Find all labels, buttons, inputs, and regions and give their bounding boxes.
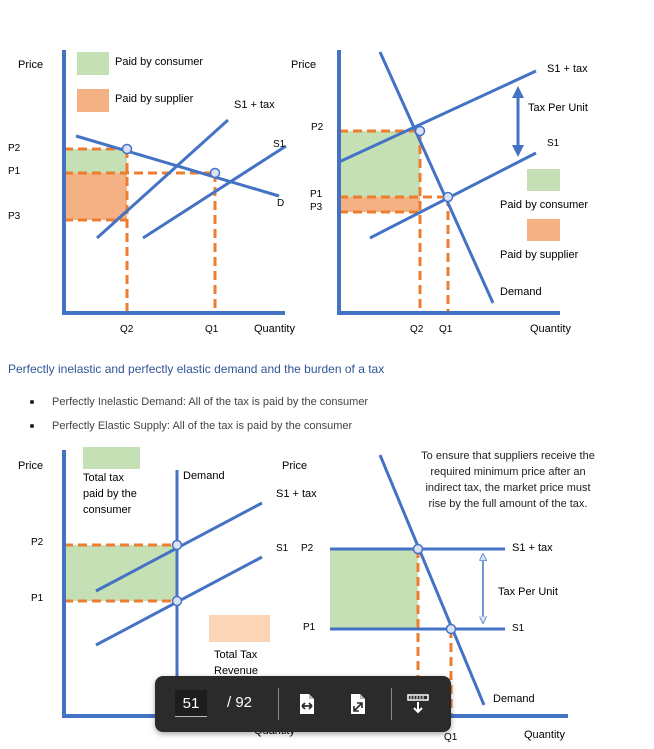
legend-consumer-label: Paid by consumer xyxy=(500,199,588,211)
fit-width-icon xyxy=(300,694,314,714)
legend-consumer-swatch xyxy=(83,447,140,469)
fullscreen-button[interactable] xyxy=(344,690,372,718)
demand-label: Demand xyxy=(500,286,542,298)
q1-label: Q1 xyxy=(444,732,458,743)
download-button[interactable] xyxy=(404,690,432,718)
legend-supplier-swatch xyxy=(527,219,560,241)
tax-per-unit-label: Tax Per Unit xyxy=(528,102,588,114)
q1-label: Q1 xyxy=(439,324,453,335)
supplier-burden-area xyxy=(339,197,420,212)
consumer-burden-area xyxy=(330,549,418,629)
demand-label: Demand xyxy=(183,470,225,482)
equilibrium-before-tax xyxy=(442,191,454,203)
x-axis-label: Quantity xyxy=(254,323,295,335)
legend-supplier-label: Paid by supplier xyxy=(500,249,579,261)
p3-label: P3 xyxy=(8,211,21,222)
legend-consumer-label: Paid by consumer xyxy=(115,56,203,68)
p1-label: P1 xyxy=(303,622,316,633)
legend-consumer-swatch xyxy=(527,169,560,191)
legend-consumer-swatch xyxy=(77,52,109,75)
y-axis-label: Price xyxy=(18,460,43,472)
page-total-label: / 92 xyxy=(227,694,253,711)
x-axis-label: Quantity xyxy=(524,729,565,741)
toolbar-divider xyxy=(278,688,279,720)
chart-perfectly-inelastic-demand: Price Total tax paid by the consumer Dem… xyxy=(18,447,295,737)
s1-right-label: S1 xyxy=(512,623,525,634)
supplier-burden-area xyxy=(64,173,127,220)
pdf-page-toolbar: / 92 xyxy=(155,676,451,732)
demand-curve xyxy=(378,454,486,706)
chart-perfectly-elastic-supply: Price S1 + tax S1 P2 P1 S1 + tax Tax Per… xyxy=(276,454,568,743)
s1-tax-label: S1 + tax xyxy=(234,99,275,111)
p2-label: P2 xyxy=(31,537,44,548)
quantity-guides xyxy=(416,549,453,716)
p2-label: P2 xyxy=(311,122,324,133)
bullet-item: Perfectly Elastic Supply: All of the tax… xyxy=(30,419,368,443)
equilibrium-before-tax xyxy=(445,623,457,635)
p1-label: P1 xyxy=(310,189,323,200)
price-quantity-guides xyxy=(64,147,217,313)
p2-label: P2 xyxy=(301,543,314,554)
s1-tax-right-label: S1 + tax xyxy=(512,542,553,554)
price-guides xyxy=(64,543,177,603)
p1-label: P1 xyxy=(8,166,21,177)
s1-left-label: S1 xyxy=(276,543,289,554)
demand-label: Demand xyxy=(493,693,535,705)
q2-label: Q2 xyxy=(120,324,134,335)
section-heading: Perfectly inelastic and perfectly elasti… xyxy=(8,362,385,376)
y-axis-label: Price xyxy=(282,460,307,472)
revenue-label-2: Revenue xyxy=(214,665,258,677)
chart-tax-incidence-inelastic: Price S1 + tax Tax Per Unit S1 P2 P1 P3 … xyxy=(291,50,588,335)
page-number-input[interactable] xyxy=(175,690,207,717)
bullet-item: Perfectly Inelastic Demand: All of the t… xyxy=(30,395,368,419)
total-tax-label-2: paid by the xyxy=(83,488,137,500)
tax-revenue-swatch xyxy=(209,615,270,642)
fullscreen-icon xyxy=(351,694,365,714)
x-axis-label: Quantity xyxy=(530,323,571,335)
equilibrium-before-tax xyxy=(209,167,221,179)
equilibrium-after-tax xyxy=(121,143,133,155)
chart-tax-incidence-elastic: Price Paid by consumer Paid by supplier … xyxy=(8,50,295,335)
total-tax-label-3: consumer xyxy=(83,504,132,516)
s1-label: S1 xyxy=(273,139,286,150)
equilibrium-before-tax xyxy=(171,595,183,607)
supply-tax-curve xyxy=(95,118,230,240)
equilibrium-after-tax xyxy=(171,539,183,551)
s1-label: S1 xyxy=(547,138,560,149)
p1-label: P1 xyxy=(31,593,44,604)
consumer-burden-area xyxy=(339,131,420,197)
y-axis-label: Price xyxy=(291,59,316,71)
s1-tax-label: S1 + tax xyxy=(276,488,317,500)
legend-supplier-label: Paid by supplier xyxy=(115,93,194,105)
legend-supplier-swatch xyxy=(77,89,109,112)
axes xyxy=(337,50,560,315)
tax-per-unit-label: Tax Per Unit xyxy=(498,586,558,598)
price-quantity-guides xyxy=(339,129,450,313)
toolbar-divider xyxy=(391,688,392,720)
bullet-list: Perfectly Inelastic Demand: All of the t… xyxy=(30,395,368,443)
equilibrium-after-tax xyxy=(414,125,426,137)
supply-tax-curve xyxy=(338,69,537,164)
s1-tax-label: S1 + tax xyxy=(547,63,588,75)
p2-label: P2 xyxy=(8,143,21,154)
p3-label: P3 xyxy=(310,202,323,213)
q1-label: Q1 xyxy=(205,324,219,335)
q2-label: Q2 xyxy=(410,324,424,335)
revenue-label-1: Total Tax xyxy=(214,649,258,661)
consumer-burden-area xyxy=(64,149,127,173)
equilibrium-after-tax xyxy=(412,543,424,555)
total-tax-label-1: Total tax xyxy=(83,472,124,484)
demand-curve xyxy=(75,134,280,198)
supply-curve xyxy=(142,144,287,240)
demand-curve xyxy=(378,51,495,304)
y-axis-label: Price xyxy=(18,59,43,71)
demand-label: D xyxy=(277,198,284,209)
consumer-burden-area xyxy=(64,545,177,601)
fit-width-button[interactable] xyxy=(293,690,321,718)
download-icon xyxy=(407,694,429,714)
axes xyxy=(62,50,285,315)
explanation-note: To ensure that suppliers receive the req… xyxy=(421,450,595,510)
